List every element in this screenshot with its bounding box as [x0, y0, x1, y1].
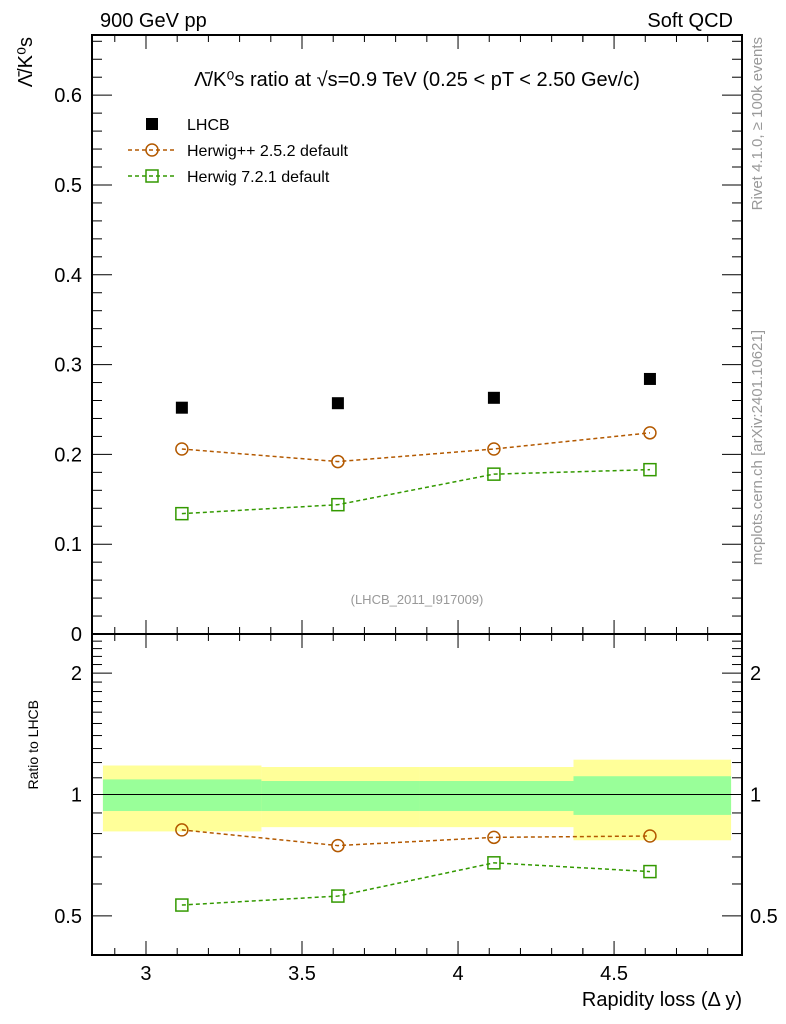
main-data-point [331, 454, 345, 469]
y-tick-label: 0.4 [54, 265, 82, 287]
ratio-y-tick-label-right: 2 [750, 663, 761, 685]
main-series-line [181, 432, 651, 463]
x-tick-label: 3 [140, 963, 151, 985]
main-data-point [175, 442, 189, 456]
main-series-line [181, 468, 650, 515]
ratio-data-point [331, 889, 345, 903]
y-tick-label: 0.2 [54, 444, 82, 466]
rivet-label: Rivet 4.1.0, ≥ 100k events [749, 37, 766, 210]
ratio-y-tick-label: 0.5 [54, 906, 82, 928]
ratio-data-point [175, 823, 189, 837]
main-data-point [643, 426, 657, 440]
band-inner [419, 781, 574, 812]
chart-title: Λ̄/K⁰s ratio at √s=0.9 TeV (0.25 < pT < … [194, 69, 640, 91]
legend-marker [145, 169, 159, 183]
band-inner [573, 776, 732, 815]
y-tick-label: 0.1 [54, 534, 82, 556]
main-title: Λ̄/K⁰s ratio at √s=0.9 TeV (0.25 < pT < … [194, 69, 640, 91]
y-axis-label: Λ̄/K⁰s [15, 37, 37, 87]
ratio-series-line [181, 829, 650, 847]
legend-label: Herwig 7.2.1 default [187, 169, 330, 186]
ratio-data-point [331, 838, 345, 853]
ratio-data-point [487, 856, 501, 870]
main-data-point [331, 497, 345, 512]
x-tick-label: 3.5 [288, 963, 316, 985]
ratio-y-tick-label: 1 [71, 785, 82, 807]
ratio-y-axis-label: Ratio to LHCB [25, 700, 41, 789]
y-tick-label: 0.6 [54, 85, 82, 107]
main-data-point [331, 397, 344, 410]
band-inner [102, 779, 262, 812]
legend-label: Herwig++ 2.5.2 default [187, 143, 349, 160]
x-tick-label: 4 [452, 963, 463, 985]
main-data-point [643, 462, 657, 477]
y-tick-label: 0 [71, 624, 82, 646]
main-data-point [487, 391, 500, 404]
x-axis-label: Rapidity loss (Δ y) [582, 989, 742, 1011]
main-data-point [487, 442, 501, 456]
main-data-point [643, 372, 656, 385]
legend-marker [145, 143, 159, 157]
main-data-point [487, 467, 501, 481]
mcplots-label: mcplots.cern.ch [arXiv:2401.10621] [749, 330, 766, 565]
y-tick-label: 0.5 [54, 175, 82, 197]
ratio-data-point [487, 830, 501, 845]
ratio-data-point [643, 829, 657, 843]
watermark: (LHCB_2011_I917009) [351, 592, 484, 607]
ratio-y-tick-label-right: 0.5 [750, 906, 778, 928]
legend-label: LHCB [187, 117, 230, 134]
band-inner [261, 781, 420, 812]
header-right: Soft QCD [647, 10, 733, 32]
header-left: 900 GeV pp [100, 10, 207, 32]
ratio-y-tick-label: 2 [71, 663, 82, 685]
main-data-point [175, 506, 189, 521]
ratio-data-point [643, 864, 657, 879]
y-tick-label: 0.3 [54, 355, 82, 377]
ratio-y-tick-label-right: 1 [750, 785, 761, 807]
main-data-point [175, 401, 188, 414]
ratio-series-line [181, 862, 650, 906]
x-tick-label: 4.5 [600, 963, 628, 985]
legend-marker [146, 118, 158, 130]
ratio-data-point [175, 898, 189, 912]
